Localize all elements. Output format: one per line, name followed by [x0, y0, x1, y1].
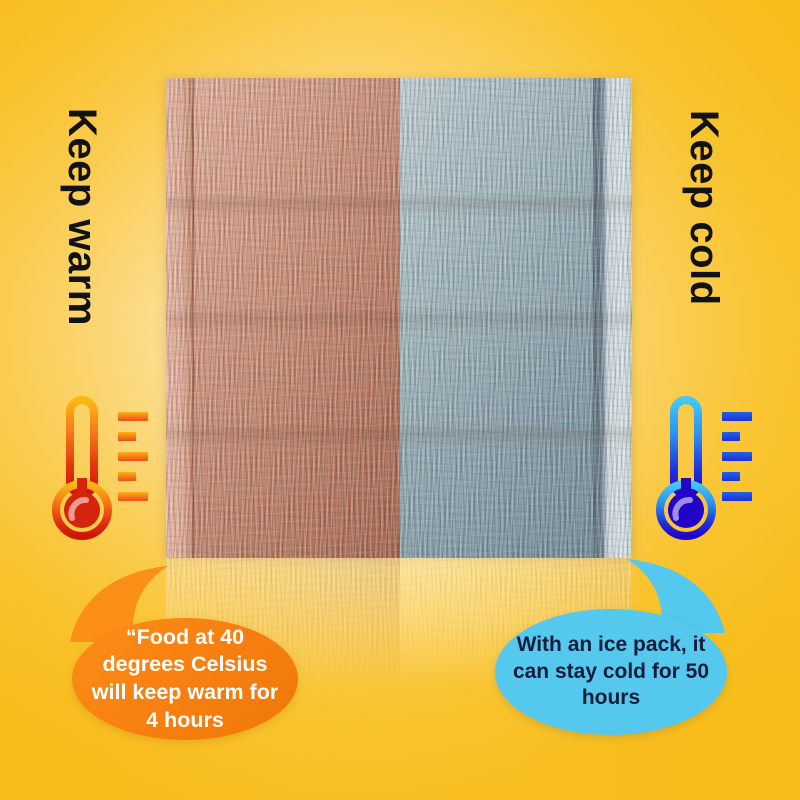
- keep-warm-label: Keep warm: [60, 108, 104, 326]
- keep-warm-bubble-text: “Food at 40 degrees Celsius will keep wa…: [72, 618, 298, 740]
- keep-cold-label: Keep cold: [682, 110, 726, 306]
- thermometer-cold-icon: [650, 386, 762, 558]
- thermometer-hot-icon: [46, 386, 158, 558]
- product-image: [166, 78, 632, 558]
- keep-cold-bubble-text: With an ice pack, it can stay cold for 5…: [495, 609, 727, 735]
- silver-edge-binding: [602, 78, 632, 558]
- copper-foil-panel: [166, 78, 400, 558]
- keep-warm-speech-bubble: “Food at 40 degrees Celsius will keep wa…: [70, 566, 298, 740]
- silver-edge-shadow: [593, 78, 602, 558]
- foil-crinkle-texture-light: [166, 78, 632, 558]
- copper-edge-binding: [166, 78, 194, 558]
- thermometer-hot-ticks: [118, 412, 148, 501]
- silver-foil-panel: [400, 78, 632, 558]
- foil-towel: [166, 78, 632, 558]
- foil-crinkle-texture-dark: [166, 78, 632, 558]
- keep-cold-speech-bubble: With an ice pack, it can stay cold for 5…: [495, 559, 727, 735]
- thermometer-cold-ticks: [722, 412, 752, 501]
